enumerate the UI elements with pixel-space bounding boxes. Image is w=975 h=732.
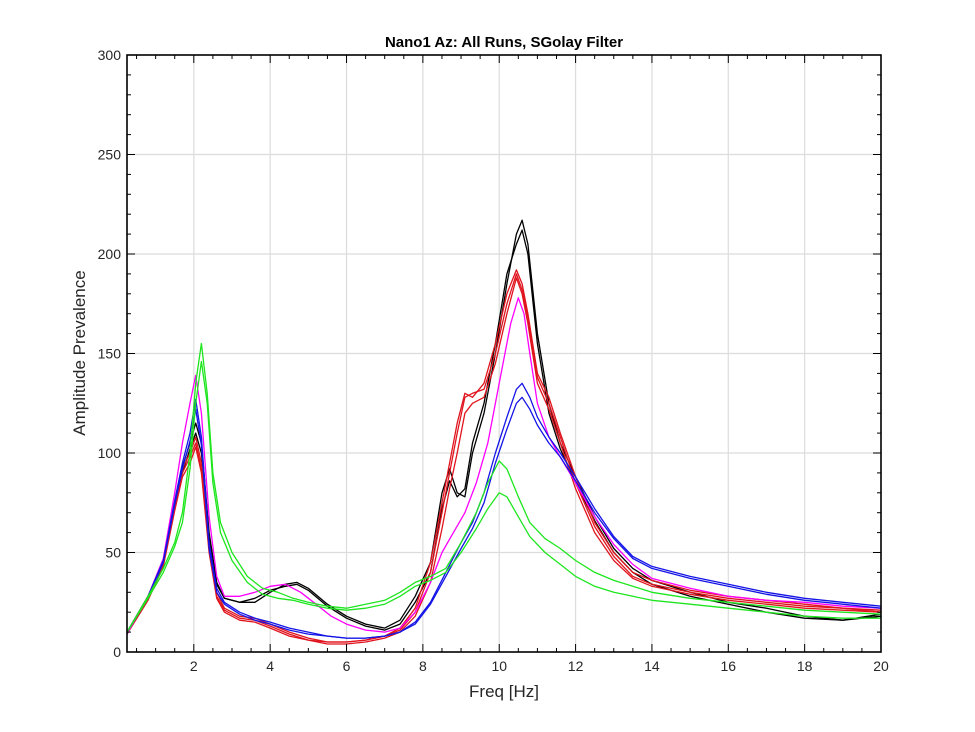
x-tick-label: 14	[644, 658, 660, 674]
y-tick-label: 150	[98, 346, 122, 362]
x-tick-label: 20	[873, 658, 889, 674]
x-tick-label: 4	[266, 658, 274, 674]
grid-lines	[127, 55, 881, 652]
x-tick-label: 12	[568, 658, 584, 674]
y-tick-label: 200	[98, 246, 122, 262]
series-line-8	[126, 396, 882, 639]
x-tick-label: 6	[343, 658, 351, 674]
y-tick-label: 300	[98, 47, 122, 63]
y-tick-label: 0	[113, 644, 121, 660]
y-tick-label: 100	[98, 445, 122, 461]
x-tick-label: 8	[419, 658, 427, 674]
series-line-10	[126, 360, 881, 633]
series-line-6	[126, 297, 882, 635]
y-axis-label: Amplitude Prevalence	[70, 270, 89, 435]
x-tick-label: 18	[797, 658, 813, 674]
x-axis-label: Freq [Hz]	[469, 682, 539, 701]
series-line-9	[126, 342, 882, 633]
x-tick-label: 2	[190, 658, 198, 674]
y-tick-label: 250	[98, 147, 122, 163]
axes	[126, 54, 882, 653]
series-lines	[126, 219, 882, 645]
y-tick-label: 50	[105, 545, 121, 561]
x-tick-label: 10	[491, 658, 507, 674]
chart-title: Nano1 Az: All Runs, SGolay Filter	[385, 34, 623, 51]
x-tick-label: 16	[721, 658, 737, 674]
